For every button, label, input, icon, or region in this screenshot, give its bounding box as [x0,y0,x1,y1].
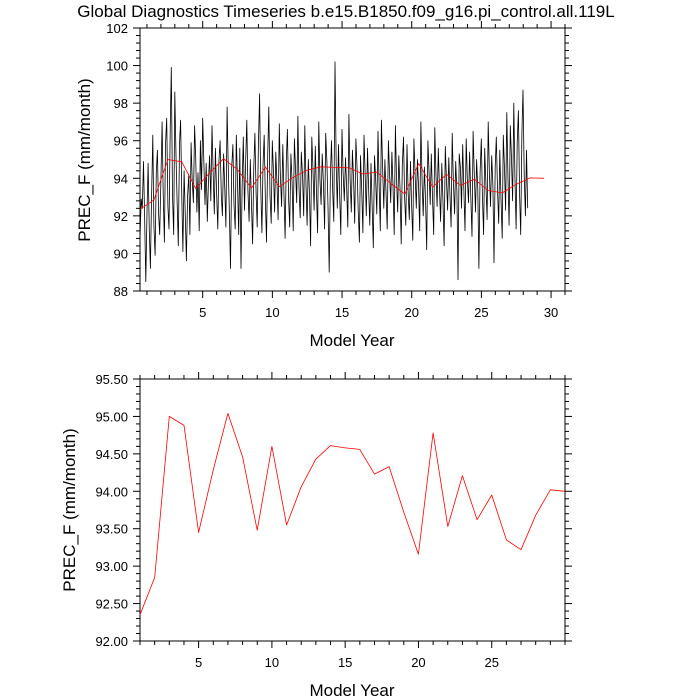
bottom-plot-frame [139,378,566,642]
top-x-tick-label: 15 [335,305,349,320]
top-y-tick-label: 96 [114,134,128,149]
top-y-tick-label: 94 [114,171,128,186]
bottom-x-axis-label: Model Year [309,681,394,700]
top-y-tick-label: 88 [114,284,128,299]
top-series-monthly-line [139,61,529,283]
bottom-x-tick-label: 5 [195,655,202,670]
bottom-y-tick-label: 95.50 [95,372,128,387]
top-y-axis-label: PREC_F (mm/month) [75,78,94,241]
top-panel: Model Year PREC_F (mm/month) 88 90 92 94 96 9… [75,21,572,350]
top-plot-frame [139,27,566,292]
bottom-y-tick-label: 95.00 [95,409,128,424]
top-y-tick-label: 90 [114,246,128,261]
top-series-annual-mean-line [139,158,545,210]
bottom-y-tick-label: 93.50 [95,522,128,537]
top-x-tick-label: 10 [265,305,279,320]
top-y-tick-label: 98 [114,96,128,111]
bottom-y-axis-label: PREC_F (mm/month) [60,428,79,591]
top-x-tick-label: 25 [474,305,488,320]
top-y-tick-label: 92 [114,209,128,224]
bottom-panel: Model Year PREC_F (mm/month) 92.00 92.50 9… [60,372,572,700]
bottom-x-tick-label: 15 [338,655,352,670]
bottom-y-tick-label: 92.50 [95,597,128,612]
top-x-tick-label: 30 [544,305,558,320]
bottom-y-tick-label: 92.00 [95,634,128,649]
bottom-y-tick-label: 93.00 [95,559,128,574]
top-y-tick-label: 100 [106,59,128,74]
chart-title: Global Diagnostics Timeseries b.e15.B185… [77,2,614,21]
bottom-series-annual-mean-line [139,412,566,615]
top-y-tick-label: 102 [106,21,128,36]
bottom-x-tick-label: 25 [484,655,498,670]
bottom-y-tick-label: 94.00 [95,484,128,499]
bottom-x-tick-label: 10 [265,655,279,670]
top-x-tick-label: 5 [199,305,206,320]
bottom-y-tick-label: 94.50 [95,447,128,462]
top-x-tick-label: 20 [404,305,418,320]
bottom-x-tick-label: 20 [411,655,425,670]
top-x-axis-label: Model Year [309,331,394,350]
